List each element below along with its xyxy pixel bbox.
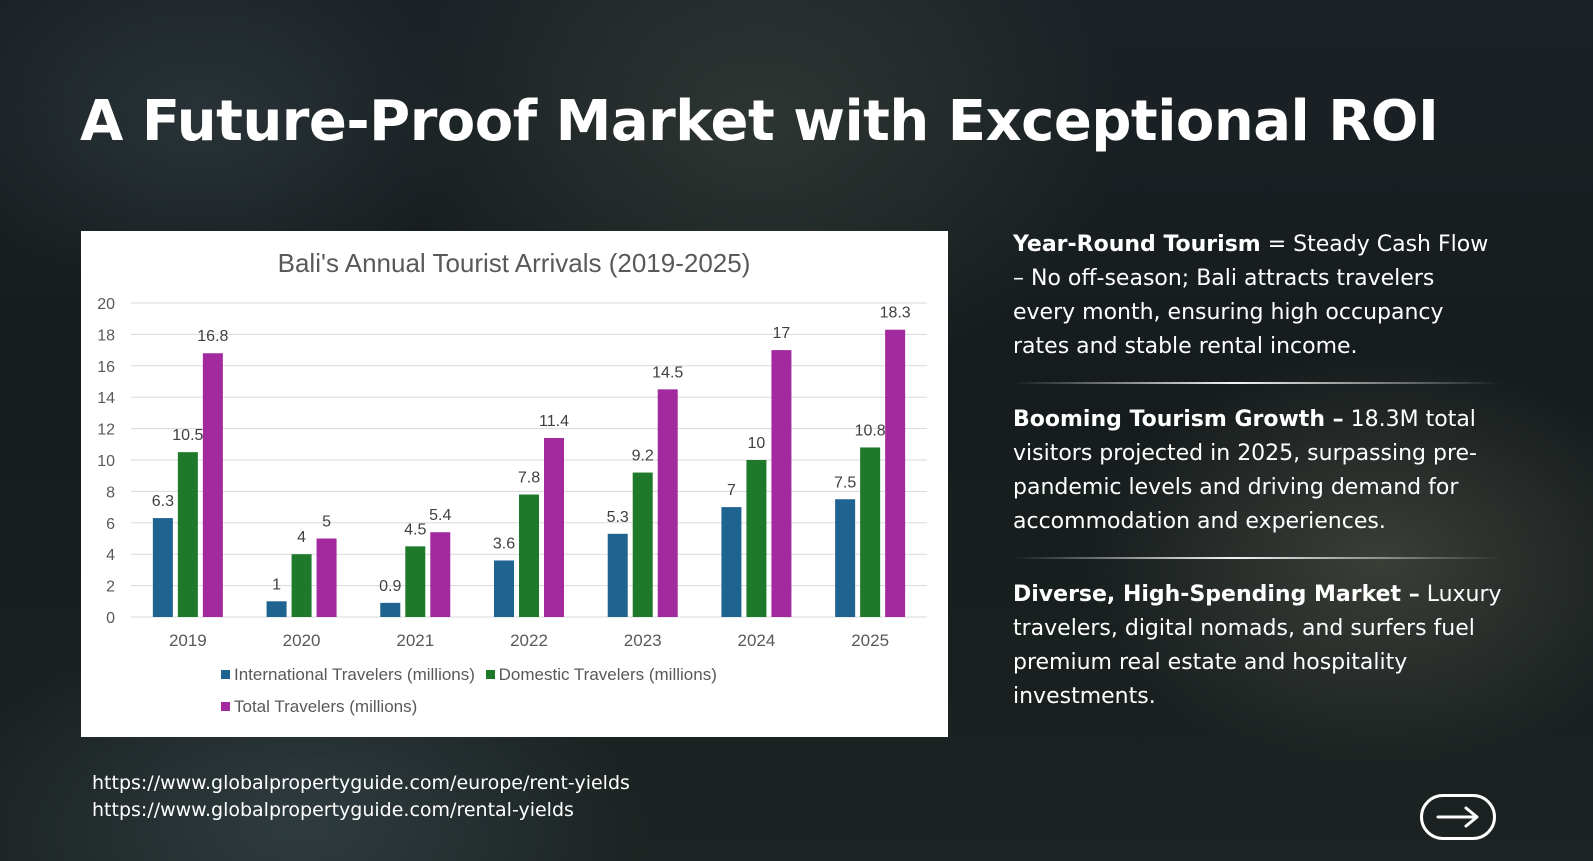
point-heading: Booming Tourism Growth – [1013,407,1344,432]
arrow-right-icon [1436,806,1479,828]
chart-card: Bali's Annual Tourist Arrivals (2019-202… [81,231,948,737]
chart-title: Bali's Annual Tourist Arrivals (2019-202… [278,248,751,278]
data-label: 5.4 [429,507,451,524]
data-label: 11.4 [539,413,569,430]
legend-label-domestic: Domestic Travelers (millions) [498,665,717,684]
data-label: 14.5 [652,364,683,381]
y-tick-label: 10 [97,453,115,470]
data-label: 10 [748,435,766,452]
x-tick-label: 2020 [283,631,321,650]
bar-domestic [405,546,426,617]
legend-item-international: International Travelers (millions) [221,665,475,685]
data-label: 9.2 [632,448,654,465]
data-label: 4.5 [404,521,426,538]
point-year-round-tourism: Year-Round Tourism = Steady Cash Flow – … [1013,228,1503,364]
bar-total [544,438,564,617]
data-label: 7 [727,482,736,499]
bar-international [494,560,514,617]
y-tick-label: 6 [106,516,115,533]
x-tick-label: 2023 [624,631,662,650]
point-body: 18.3M total visitors projected in 2025, … [1013,407,1477,534]
bar-international [266,601,287,617]
next-button[interactable] [1420,794,1496,840]
y-tick-label: 4 [106,547,115,564]
data-label: 10.8 [855,422,886,439]
bar-total [771,350,792,617]
x-tick-label: 2022 [510,631,548,650]
point-tourism-growth: Booming Tourism Growth – 18.3M total vis… [1013,403,1503,539]
legend-swatch-total [221,702,230,711]
bar-domestic [519,494,539,617]
x-tick-label: 2025 [851,631,889,650]
data-label: 0.9 [379,578,401,595]
data-label: 18.3 [880,305,911,322]
y-tick-label: 0 [106,610,115,627]
x-tick-label: 2019 [169,631,207,650]
y-tick-label: 16 [97,359,115,376]
data-label: 7.5 [834,474,856,491]
data-label: 7.8 [518,470,540,487]
bar-international [152,518,173,617]
y-tick-label: 20 [97,296,115,313]
legend-swatch-domestic [485,670,495,679]
legend-label-international: International Travelers (millions) [234,665,475,684]
bar-total [430,532,451,617]
bar-total [316,538,337,617]
point-high-spending-market: Diverse, High-Spending Market – Luxury t… [1013,578,1503,714]
data-label: 17 [773,325,791,342]
y-tick-label: 2 [106,579,115,596]
bar-international [721,507,742,617]
divider [1013,382,1503,384]
y-tick-label: 14 [97,390,115,407]
x-tick-label: 2024 [738,631,776,650]
bar-total [885,329,906,617]
data-label: 4 [297,529,306,546]
y-tick-label: 12 [97,422,115,439]
data-label: 10.5 [172,427,203,444]
bar-chart: Bali's Annual Tourist Arrivals (2019-202… [97,248,927,650]
data-label: 1 [272,576,281,593]
point-body: Luxury travelers, digital nomads, and su… [1013,582,1502,709]
bar-domestic [291,554,312,617]
bar-domestic [746,460,767,617]
source-link[interactable]: https://www.globalpropertyguide.com/euro… [92,772,630,794]
point-heading: Diverse, High-Spending Market – [1013,582,1420,607]
bar-domestic [860,447,881,617]
point-heading: Year-Round Tourism [1013,232,1261,257]
divider [1013,557,1503,559]
data-label: 5.3 [607,509,629,526]
bar-domestic [632,472,653,617]
y-tick-label: 8 [106,484,115,501]
page-title: A Future-Proof Market with Exceptional R… [80,89,1439,154]
x-tick-label: 2021 [396,631,434,650]
bar-total [202,353,223,617]
data-label: 6.3 [152,493,174,510]
data-label: 3.6 [493,535,515,552]
bar-international [380,602,401,617]
data-label: 5 [322,514,331,531]
sources: https://www.globalpropertyguide.com/euro… [92,770,630,824]
legend-item-total: Total Travelers (millions) [221,697,417,717]
point-body: = Steady Cash Flow – No off-season; Bali… [1013,232,1489,359]
y-tick-label: 18 [97,327,115,344]
key-points: Year-Round Tourism = Steady Cash Flow – … [1013,228,1503,714]
bar-domestic [177,452,198,617]
data-label: 16.8 [197,328,228,345]
legend-label-total: Total Travelers (millions) [234,697,418,716]
legend-item-domestic: Domestic Travelers (millions) [485,665,717,685]
bar-international [607,533,628,617]
bar-international [835,499,856,617]
source-link[interactable]: https://www.globalpropertyguide.com/rent… [92,799,574,821]
legend-swatch-international [221,670,230,679]
bar-total [657,389,678,617]
